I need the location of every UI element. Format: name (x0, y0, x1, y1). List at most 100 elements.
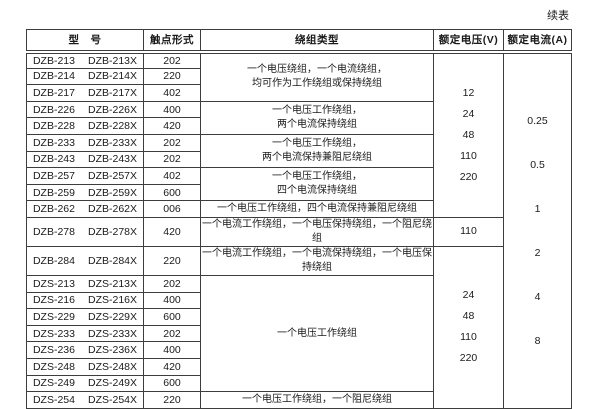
table-row: DZB-284 DZB-284X 220 一个电流工作绕组，一个电流保持绕组，一个电压… (26, 245, 572, 409)
winding-value: 两个电流保持兼阻尼绕组 (262, 152, 372, 164)
header-row: 型 号触点形式 绕组类型 额定电压(V) 额定电流(A) (26, 29, 572, 54)
model-cell: DZB-284 DZB-284X (26, 245, 144, 276)
model-number: DZS-213X (87, 277, 138, 290)
model-number: DZS-216X (87, 294, 138, 307)
model-number: DZB-226 (32, 103, 75, 116)
model-number: DZB-259 (32, 186, 75, 199)
contact-form-cell: 402 (143, 167, 201, 185)
table-row: DZB-278 DZB-278X 420 一个电流工作绕组，一个电压保持绕组，一个阻尼… (26, 216, 572, 247)
table-row: DZB-243 DZB-243X 202 (26, 150, 572, 169)
model-number: DZB-257X (87, 169, 138, 182)
model-number: DZB-262X (87, 203, 138, 216)
contact-form-cell: 202 (143, 133, 201, 152)
voltage-value: 110 (460, 331, 477, 344)
contact-form-cell: 202 (143, 324, 201, 343)
winding-value: 一个电流工作绕组，一个电流保持绕组，一个电压保持绕组 (202, 247, 432, 273)
model-cell: DZS-216 DZS-216X (26, 291, 144, 310)
model-number: DZS-213 (32, 277, 75, 290)
winding-cell: 一个电压绕组，一个电流绕组， 均可作为工作绕组或保持绕组 (200, 51, 434, 102)
model-cell: DZS-249 DZS-249X (26, 374, 144, 393)
model-cell: DZS-248 DZS-248X (26, 357, 144, 376)
current-value: 4 (534, 290, 541, 303)
model-cell: DZB-217 DZB-217X (26, 84, 144, 102)
current-value: 8 (534, 334, 541, 347)
contact-form-cell: 600 (143, 183, 201, 202)
contact-form-cell: 006 (143, 200, 201, 218)
table-row: DZB-233 DZB-233X 202 一个电压工作绕组， 两个电流保持兼阻尼绕组 (26, 133, 572, 169)
model-number: DZB-233 (32, 136, 75, 149)
model-cell: DZB-233 DZB-233X (26, 133, 144, 152)
table-row: DZB-217 DZB-217X 402 (26, 84, 572, 102)
winding-cell: 一个电压工作绕组， 两个电流保持兼阻尼绕组 (200, 133, 434, 169)
model-number: DZS-249 (32, 377, 75, 390)
model-cell: DZB-278 DZB-278X (26, 216, 144, 247)
voltage-value: 12 (462, 86, 475, 99)
voltage-value: 48 (462, 310, 475, 323)
contact-form-cell: 600 (143, 308, 201, 326)
model-cell: DZS-213 DZS-213X (26, 274, 144, 293)
contact-form-cell: 420 (143, 216, 201, 247)
model-number: DZS-236X (87, 344, 138, 357)
winding-cell: 一个电压工作绕组， 四个电流保持绕组 (200, 167, 434, 202)
table-row: DZB-259 DZB-259X 600 (26, 183, 572, 202)
model-number: DZB-228X (87, 120, 138, 133)
contact-form-cell: 420 (143, 357, 201, 376)
table-row: DZS-213 DZS-213X 202 一个电压工作绕组 (26, 274, 572, 393)
model-cell: DZS-229 DZS-229X (26, 308, 144, 326)
current-value: 1 (534, 202, 541, 215)
relay-spec-table: 型 号触点形式 绕组类型 额定电压(V) 额定电流(A) DZB-213 DZB-213… (26, 29, 572, 409)
table-row: DZS-249 DZS-249X 600 (26, 374, 572, 393)
model-number: DZB-284X (87, 254, 138, 267)
model-cell: DZB-262 DZB-262X (26, 200, 144, 218)
table-row: DZB-214 DZB-214X 220 (26, 67, 572, 86)
voltage-value: 220 (459, 170, 478, 183)
model-cell: DZB-243 DZB-243X (26, 150, 144, 169)
model-cell: DZB-257 DZB-257X (26, 167, 144, 185)
header-current: 额定电流(A) (503, 29, 572, 54)
voltage-value: 110 (460, 225, 477, 238)
winding-value: 一个电压工作绕组， (272, 171, 362, 183)
model-number: DZB-217X (87, 86, 138, 99)
document-page: 续表 型 号触点形式 绕组类型 额定电压(V) 额定电流(A) DZB-213 DZB-… (26, 10, 572, 409)
model-cell: DZS-233 DZS-233X (26, 324, 144, 343)
model-number: DZB-213 (32, 54, 75, 67)
continued-table-label: 续表 (547, 10, 569, 22)
winding-value: 一个电压绕组，一个电流绕组， (247, 64, 387, 76)
model-cell: DZB-259 DZB-259X (26, 183, 144, 202)
model-number: DZB-257 (32, 169, 75, 182)
model-number: DZS-248 (32, 360, 75, 373)
model-number: DZS-233 (32, 327, 75, 340)
current-cell: 0.25 0.5 1 2 4 8 (503, 51, 572, 409)
header-model: 型 号 (26, 29, 144, 54)
model-number: DZB-226X (87, 103, 138, 116)
voltage-value: 24 (462, 289, 475, 302)
contact-form-cell: 220 (143, 67, 201, 86)
model-number: DZB-228 (32, 120, 75, 133)
winding-value: 一个电压工作绕组， (272, 104, 362, 116)
voltage-value: 24 (462, 107, 475, 120)
winding-value: 一个电压工作绕组， (272, 138, 362, 150)
contact-form-cell: 400 (143, 100, 201, 119)
model-cell: DZB-228 DZB-228X (26, 117, 144, 135)
voltage-cell: 110 (433, 216, 504, 247)
model-cell: DZB-226 DZB-226X (26, 100, 144, 119)
model-number: DZB-213X (87, 54, 138, 67)
model-number: DZB-259X (87, 186, 138, 199)
contact-form-cell: 400 (143, 291, 201, 310)
current-value: 0.5 (530, 158, 545, 171)
model-number: DZB-278 (32, 225, 75, 238)
model-number: DZS-236 (32, 344, 75, 357)
model-number: DZB-214X (87, 70, 138, 83)
model-cell: DZS-236 DZS-236X (26, 341, 144, 359)
model-number: DZB-214 (32, 70, 75, 83)
table-row: DZB-213 DZB-213X 202 一个电压绕组，一个电流绕组， 均可作为工作绕组… (26, 51, 572, 409)
winding-cell: 一个电压工作绕组， 两个电流保持绕组 (200, 100, 434, 135)
winding-cell: 一个电压工作绕组，四个电流保持兼阻尼绕组 (200, 200, 434, 218)
voltage-value: 220 (459, 352, 478, 365)
winding-cell: 一个电压工作绕组 (200, 274, 434, 393)
current-value: 0.25 (527, 114, 548, 127)
table-row: DZS-236 DZS-236X 400 (26, 341, 572, 359)
model-number: DZB-217 (32, 86, 75, 99)
contact-form-cell: 202 (143, 274, 201, 293)
current-value: 2 (534, 246, 541, 259)
